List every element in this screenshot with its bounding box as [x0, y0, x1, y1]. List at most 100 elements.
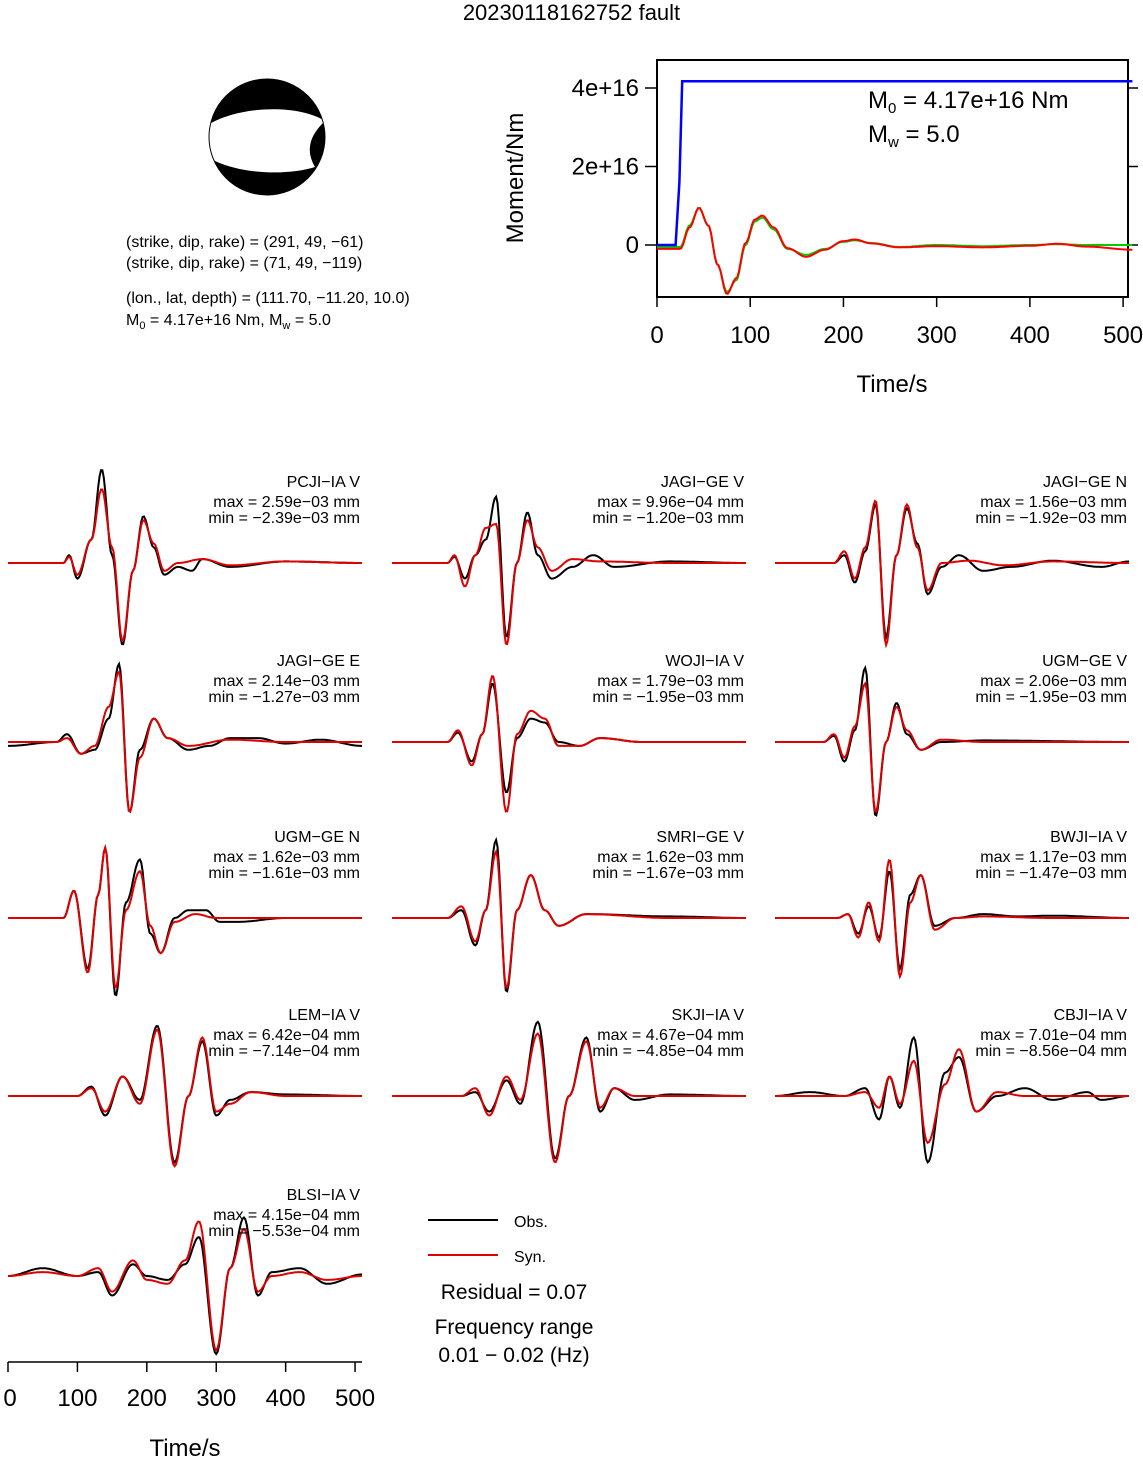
station-min: min = −4.85e−04 mm: [592, 1043, 744, 1060]
waveform-x-tick-label: 200: [127, 1385, 167, 1412]
moment-x-label: Time/s: [856, 371, 927, 398]
moment-y-axis: 0 2e+16 4e+16: [572, 75, 1138, 259]
syn-trace: [775, 681, 1129, 813]
syn-trace: [392, 675, 746, 813]
legend-syn-label: Syn.: [514, 1249, 546, 1266]
station-name: PCJI−IA V: [287, 474, 361, 491]
station-name: BLSI−IA V: [287, 1187, 361, 1204]
syn-trace: [8, 1220, 362, 1352]
beachball-diagram: [206, 78, 326, 196]
waveform-x-tick-label: 400: [266, 1385, 306, 1412]
moment-x-tick-label: 400: [1010, 322, 1050, 349]
syn-trace: [8, 488, 362, 642]
station-max: max = 4.15e−04 mm: [213, 1207, 360, 1224]
station-min: min = −1.20e−03 mm: [592, 510, 744, 527]
residual-label: Residual = 0.07: [441, 1281, 588, 1304]
moment-chart: 0 2e+16 4e+16 0 100 200 300 400 500 M0 = 4.17e+…: [502, 59, 1143, 398]
station-name: LEM−IA V: [288, 1007, 360, 1024]
syn-trace: [392, 1032, 746, 1163]
moment-plot-frame: [656, 59, 1129, 298]
moment-x-tick-label: 0: [650, 322, 663, 349]
waveform-x-tick-label: 100: [57, 1385, 97, 1412]
moment-x-tick-label: 500: [1103, 322, 1143, 349]
station-name: CBJI−IA V: [1054, 1007, 1128, 1024]
station-max: max = 1.62e−03 mm: [213, 849, 360, 866]
syn-trace: [8, 843, 362, 989]
moment-m: M: [126, 312, 140, 329]
frequency-range: 0.01 − 0.02 (Hz): [438, 1344, 589, 1367]
station-min: min = −1.95e−03 mm: [592, 689, 744, 706]
waveform-x-tick-label: 300: [196, 1385, 236, 1412]
station-min: min = −1.92e−03 mm: [975, 510, 1127, 527]
station-max: max = 1.62e−03 mm: [597, 849, 744, 866]
station-name: JAGI−GE E: [277, 653, 360, 670]
station-max: max = 6.42e−04 mm: [213, 1027, 360, 1044]
station-max: max = 4.67e−04 mm: [597, 1027, 744, 1044]
moment-cumulative-curve: [657, 80, 1133, 247]
moment-value: = 4.17e+16 Nm, M: [145, 312, 283, 329]
frequency-label: Frequency range: [435, 1316, 594, 1339]
syn-trace: [392, 519, 746, 646]
magnitude-sub: w: [282, 320, 291, 333]
magnitude-value: = 5.0: [290, 312, 331, 329]
waveform-x-label: Time/s: [149, 1435, 220, 1458]
station-min: min = −7.14e−04 mm: [208, 1043, 360, 1060]
station-max: max = 2.14e−03 mm: [213, 673, 360, 690]
station-name: JAGI−GE V: [661, 474, 744, 491]
beachball-outline: [208, 78, 326, 196]
station-name: SKJI−IA V: [672, 1007, 745, 1024]
moment-x-tick-label: 200: [823, 322, 863, 349]
obs-trace: [775, 870, 1129, 972]
waveform-x-tick-label: 500: [335, 1385, 375, 1412]
syn-trace: [8, 1028, 362, 1168]
event-location: (lon., lat, depth) = (111.70, −11.20, 10…: [126, 290, 410, 307]
station-min: min = −1.47e−03 mm: [975, 865, 1127, 882]
station-name: UGM−GE N: [274, 829, 360, 846]
station-name: UGM−GE V: [1042, 653, 1127, 670]
station-max: max = 7.01e−04 mm: [980, 1027, 1127, 1044]
station-max: max = 2.59e−03 mm: [213, 494, 360, 511]
beachball-dilatation: [206, 109, 325, 173]
station-name: SMRI−GE V: [656, 829, 744, 846]
moment-x-axis: 0 100 200 300 400 500: [650, 297, 1143, 349]
station-min: min = −1.27e−03 mm: [208, 689, 360, 706]
moment-y-tick-label: 4e+16: [572, 75, 639, 102]
syn-trace: [392, 848, 746, 989]
moment-annotation-m0: M0 = 4.17e+16 Nm: [868, 87, 1068, 117]
nodal-plane-1: (strike, dip, rake) = (291, 49, −61): [126, 234, 364, 251]
station-max: max = 2.06e−03 mm: [980, 673, 1127, 690]
syn-trace: [775, 499, 1129, 649]
station-min: min = −5.53e−04 mm: [208, 1223, 360, 1240]
moment-summary: M0 = 4.17e+16 Nm, Mw = 5.0: [126, 312, 331, 335]
waveform-x-axis: 0 100 200 300 400 500: [3, 1361, 375, 1412]
moment-x-tick-label: 100: [730, 322, 770, 349]
syn-trace: [8, 669, 362, 814]
station-min: min = −8.56e−04 mm: [975, 1043, 1127, 1060]
station-name: BWJI−IA V: [1050, 829, 1127, 846]
station-max: max = 1.56e−03 mm: [980, 494, 1127, 511]
waveform-x-tick-label: 0: [3, 1385, 16, 1412]
station-max: max = 9.96e−04 mm: [597, 494, 744, 511]
moment-y-label: Moment/Nm: [502, 113, 529, 244]
station-min: min = −1.61e−03 mm: [208, 865, 360, 882]
station-min: min = −2.39e−03 mm: [208, 510, 360, 527]
moment-annotation-mw: Mw = 5.0: [868, 121, 960, 151]
legend-obs-label: Obs.: [514, 1214, 548, 1231]
station-name: JAGI−GE N: [1043, 474, 1127, 491]
station-name: WOJI−IA V: [665, 653, 744, 670]
station-min: min = −1.95e−03 mm: [975, 689, 1127, 706]
station-max: max = 1.79e−03 mm: [597, 673, 744, 690]
